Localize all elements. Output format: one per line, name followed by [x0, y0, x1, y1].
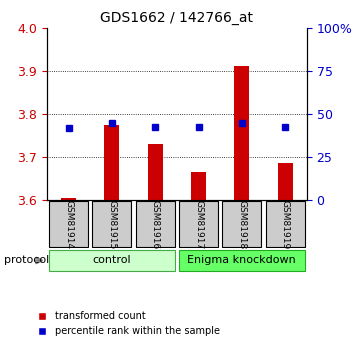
FancyBboxPatch shape — [49, 201, 88, 247]
Text: GSM81915: GSM81915 — [108, 200, 116, 249]
Bar — [148, 144, 163, 200]
Bar — [278, 164, 293, 200]
FancyBboxPatch shape — [222, 201, 261, 247]
Bar — [61, 198, 76, 200]
FancyBboxPatch shape — [179, 201, 218, 247]
Text: protocol: protocol — [4, 256, 49, 265]
Bar — [234, 66, 249, 200]
Text: Enigma knockdown: Enigma knockdown — [187, 256, 296, 265]
Title: GDS1662 / 142766_at: GDS1662 / 142766_at — [100, 11, 253, 25]
FancyBboxPatch shape — [49, 250, 175, 271]
Text: GSM81917: GSM81917 — [194, 200, 203, 249]
Text: GSM81918: GSM81918 — [238, 200, 246, 249]
FancyBboxPatch shape — [266, 201, 305, 247]
Text: control: control — [93, 256, 131, 265]
Text: GSM81919: GSM81919 — [281, 200, 290, 249]
FancyBboxPatch shape — [179, 250, 305, 271]
Legend: transformed count, percentile rank within the sample: transformed count, percentile rank withi… — [34, 307, 224, 340]
FancyBboxPatch shape — [136, 201, 175, 247]
Text: GSM81916: GSM81916 — [151, 200, 160, 249]
Text: GSM81914: GSM81914 — [64, 200, 73, 249]
FancyBboxPatch shape — [92, 201, 131, 247]
Bar — [191, 172, 206, 200]
Bar — [104, 125, 119, 200]
